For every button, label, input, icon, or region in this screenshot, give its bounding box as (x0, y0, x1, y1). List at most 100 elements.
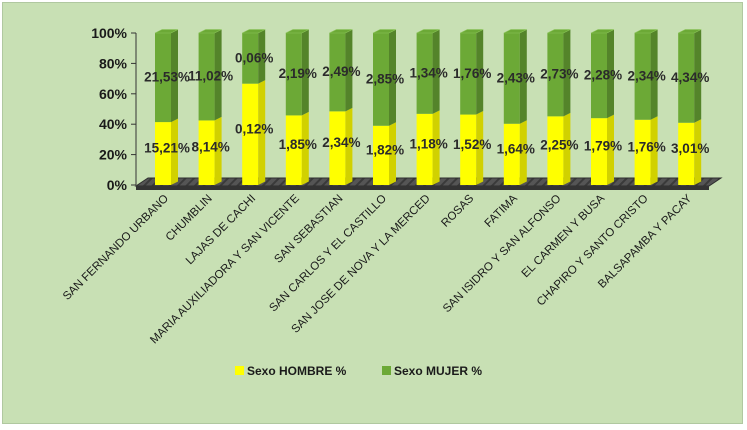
bar-top-cap (198, 29, 222, 34)
bar-top-cap (590, 29, 615, 34)
bar-mujer (155, 33, 171, 123)
bar-top-cap (372, 29, 397, 34)
data-label-hombre: 8,14% (191, 140, 229, 155)
bar-hombre-side (214, 116, 222, 185)
bar-stack (372, 29, 397, 185)
bar-stack (590, 29, 615, 185)
bar-hombre (242, 83, 259, 185)
bar-stack (634, 29, 658, 185)
bar-hombre (591, 118, 607, 185)
data-labels-layer: 15,21% 21,53% 8,14% 11,02% 0,12% 0,06% 1,85% 2,… (144, 50, 709, 157)
bar-hombre (460, 114, 477, 185)
bar-mujer (460, 33, 477, 115)
bar-mujer-side (476, 29, 484, 115)
bar-hombre-side (607, 114, 614, 185)
bar-top-cap (154, 29, 179, 34)
bar-mujer (634, 33, 651, 120)
bar-mujer-side (301, 29, 309, 116)
bar-mujer (416, 33, 433, 114)
legend-label: Sexo MUJER % (394, 364, 482, 378)
bar-mujer-side (563, 29, 571, 117)
bar-hombre-side (563, 112, 571, 185)
bar-hombre-side (301, 111, 309, 185)
bar-stack (460, 29, 484, 185)
data-label-mujer: 2,34% (627, 68, 665, 83)
bar-mujer-side (519, 29, 527, 124)
bar-top-cap (460, 29, 484, 34)
y-tick-label: 60% (99, 86, 128, 102)
bar-hombre (547, 116, 564, 185)
data-label-hombre: 15,21% (144, 141, 190, 156)
bar-hombre (373, 125, 389, 185)
data-label-hombre: 1,82% (366, 142, 404, 157)
bar-mujer-side (389, 29, 396, 126)
bar-hombre-side (389, 122, 396, 185)
data-label-hombre: 1,79% (584, 139, 622, 154)
bar-mujer (285, 33, 302, 116)
y-tick-label: 100% (91, 25, 127, 41)
stacked-bar-chart: 0% 20% 40% 60% 80% 100% 15,21% 21,53% 8,14% 11,0… (61, 25, 723, 378)
axis-layer: 0% 20% 40% 60% 80% 100% (91, 25, 137, 193)
bar-top-cap (634, 29, 658, 34)
bar-hombre-side (171, 118, 178, 185)
bar-stack (198, 29, 222, 185)
legend-swatch (235, 366, 244, 375)
bars-layer (154, 29, 702, 185)
data-label-hombre: 2,25% (540, 138, 578, 153)
data-label-mujer: 21,53% (144, 70, 190, 85)
category-label: EL CARMEN Y BUSA (520, 192, 608, 280)
category-label: SAN FERNANDO URBANO (61, 193, 171, 303)
y-tick-label: 80% (99, 55, 128, 71)
category-label: ROSAS (439, 192, 476, 229)
data-label-mujer: 11,02% (188, 69, 233, 84)
data-label-mujer: 2,28% (584, 68, 622, 83)
bar-stack (154, 29, 179, 185)
data-label-mujer: 0,06% (235, 50, 273, 65)
bar-hombre (503, 123, 520, 185)
bar-stack (678, 29, 702, 185)
bar-hombre-side (432, 110, 440, 185)
bar-mujer (242, 33, 259, 84)
data-label-hombre: 1,64% (497, 141, 535, 156)
bar-hombre (329, 111, 346, 185)
data-label-hombre: 1,18% (409, 136, 447, 151)
bar-mujer-side (432, 29, 440, 114)
bar-mujer (503, 33, 520, 124)
bar-mujer (591, 33, 607, 119)
data-label-mujer: 4,34% (671, 70, 709, 85)
category-label: BALSAPAMBA Y PACAY (596, 192, 694, 290)
y-tick-label: 40% (99, 116, 128, 132)
chart-floor-edge (136, 186, 709, 190)
bar-top-cap (547, 29, 571, 34)
chart-area: 0% 20% 40% 60% 80% 100% 15,21% 21,53% 8,14% 11,0… (2, 2, 743, 424)
bar-top-cap (503, 29, 527, 34)
bar-hombre-side (345, 107, 353, 185)
data-label-mujer: 2,85% (366, 71, 404, 86)
legend-label: Sexo HOMBRE % (247, 364, 347, 378)
legend: Sexo HOMBRE % Sexo MUJER % (235, 364, 482, 378)
bar-top-cap (242, 29, 266, 34)
bar-mujer (547, 33, 564, 117)
bar-stack (416, 29, 440, 185)
bar-mujer-side (171, 29, 178, 123)
y-tick-label: 20% (99, 147, 128, 163)
bar-hombre-side (694, 119, 702, 185)
data-label-mujer: 2,19% (279, 66, 317, 81)
data-label-mujer: 2,43% (497, 70, 535, 85)
bar-top-cap (416, 29, 440, 34)
category-label: MARIA AUXILIADORA Y SAN VICENTE (148, 192, 302, 346)
bar-mujer-side (345, 29, 353, 112)
bar-top-cap (678, 29, 702, 34)
data-label-mujer: 1,34% (409, 65, 447, 80)
bar-hombre (634, 119, 651, 185)
bar-mujer (373, 33, 389, 126)
bar-stack (242, 29, 266, 185)
bar-hombre (285, 115, 302, 185)
bar-stack (547, 29, 571, 185)
bar-hombre (416, 113, 433, 185)
bar-mujer-side (607, 29, 614, 119)
data-label-hombre: 3,01% (671, 141, 709, 156)
bar-hombre (155, 122, 171, 185)
data-label-hombre: 1,76% (627, 139, 665, 154)
data-label-hombre: 2,34% (322, 135, 360, 150)
